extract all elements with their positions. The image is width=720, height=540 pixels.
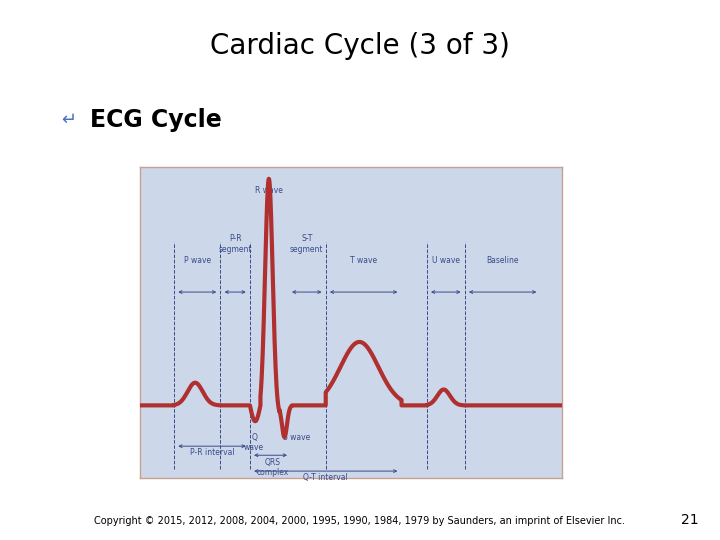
Text: Q-T interval: Q-T interval <box>303 474 348 482</box>
Text: Baseline: Baseline <box>487 256 519 265</box>
Text: ECG Cycle: ECG Cycle <box>90 108 222 132</box>
Text: QRS
complex: QRS complex <box>257 457 289 477</box>
Text: Cardiac Cycle (3 of 3): Cardiac Cycle (3 of 3) <box>210 32 510 60</box>
Text: P-R interval: P-R interval <box>189 448 234 457</box>
Text: 21: 21 <box>681 512 698 526</box>
Text: T wave: T wave <box>350 256 377 265</box>
Text: P-R
segment: P-R segment <box>218 234 252 253</box>
Text: Q
wave: Q wave <box>244 433 264 452</box>
Text: ↵: ↵ <box>61 111 76 129</box>
Text: U wave: U wave <box>432 256 460 265</box>
Text: R wave: R wave <box>255 186 283 194</box>
Text: Copyright © 2015, 2012, 2008, 2004, 2000, 1995, 1990, 1984, 1979 by Saunders, an: Copyright © 2015, 2012, 2008, 2004, 2000… <box>94 516 625 526</box>
Text: S wave: S wave <box>283 433 310 442</box>
Text: P wave: P wave <box>184 256 211 265</box>
Text: S-T
segment: S-T segment <box>290 234 323 253</box>
